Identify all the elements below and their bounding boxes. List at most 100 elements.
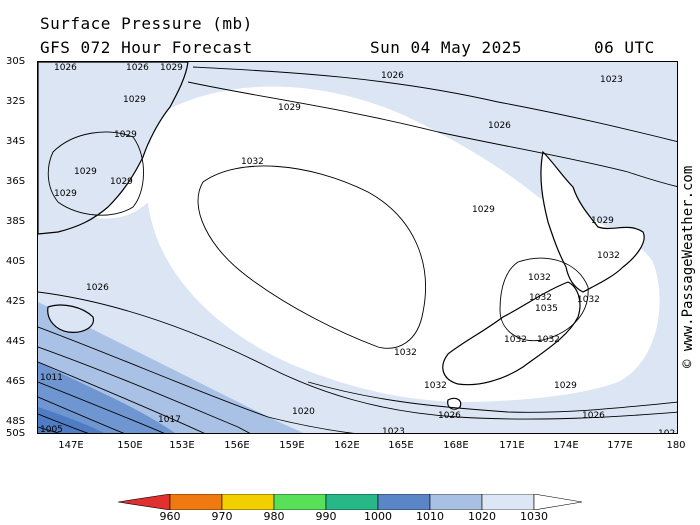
isobars xyxy=(38,66,677,433)
lat-label: 40S xyxy=(6,256,26,267)
colorbar-label: 970 xyxy=(211,510,233,523)
chart-title: Surface Pressure (mb) xyxy=(40,14,253,33)
colorbar-seg xyxy=(273,494,327,510)
isobar-label: 1026 xyxy=(126,63,149,73)
lat-label: 46S xyxy=(6,376,26,387)
isobar-1026-b xyxy=(38,291,677,420)
lon-label: 147E xyxy=(58,440,84,451)
colorbar-seg xyxy=(221,494,275,510)
lon-label: 159E xyxy=(279,440,305,451)
forecast-date: Sun 04 May 2025 xyxy=(370,38,522,57)
lat-label: 38S xyxy=(6,216,26,227)
lon-label: 153E xyxy=(169,440,195,451)
isobar-label: 1029 xyxy=(160,63,183,73)
band-1000 xyxy=(38,362,176,433)
isobar-1032 xyxy=(197,165,426,349)
isobar-1029-south xyxy=(307,381,677,413)
lon-label: 156E xyxy=(224,440,250,451)
isobar-label: 1032 xyxy=(504,335,527,345)
tasmania-coast xyxy=(47,304,94,333)
isobar-label: 1026 xyxy=(86,283,109,293)
forecast-subtitle: GFS 072 Hour Forecast xyxy=(40,38,253,57)
watermark-text: © www.PassageWeather.com xyxy=(680,166,696,368)
isobar-label: 1026 xyxy=(381,71,404,81)
colorbar-label: 980 xyxy=(263,510,285,523)
australia-coast xyxy=(38,62,189,235)
isobar-label: 1032 xyxy=(528,273,551,283)
colorbar-cap-low xyxy=(118,494,171,510)
lat-label: 36S xyxy=(6,176,26,187)
colorbar-label: 990 xyxy=(315,510,337,523)
lon-label: 162E xyxy=(334,440,360,451)
lat-label: 42S xyxy=(6,296,26,307)
isobar-label: 1026 xyxy=(438,411,461,421)
isobar-1008 xyxy=(38,413,89,433)
lon-label: 171E xyxy=(499,440,525,451)
lat-label: 34S xyxy=(6,136,26,147)
nz-stewart-island xyxy=(447,397,462,410)
colorbar-seg xyxy=(169,494,223,510)
map-canvas: 1026 1026 1029 1026 1029 1029 1029 1029 … xyxy=(38,62,677,434)
lat-label: 30S xyxy=(6,56,26,67)
isobar-label: 1029 xyxy=(554,381,577,391)
pressure-map: 1026 1026 1029 1026 1029 1029 1029 1029 … xyxy=(37,61,678,434)
isobar-label: 1023 xyxy=(382,427,405,434)
isobar-1032-nz xyxy=(499,257,589,342)
isobar-label: 1032 xyxy=(529,293,552,303)
isobar-label: 1029 xyxy=(74,167,97,177)
isobar-1017 xyxy=(38,361,205,433)
isobar-label: 1026 xyxy=(54,63,77,73)
colorbar-label: 1000 xyxy=(364,510,392,523)
lat-label: 50S xyxy=(6,428,26,439)
lon-label: 150E xyxy=(117,440,143,451)
isobar-label: 1026 xyxy=(582,411,605,421)
isobar-label: 1029 xyxy=(123,95,146,105)
lon-label: 174E xyxy=(553,440,579,451)
isobar-label: 1011 xyxy=(40,373,63,383)
isobar-labels: 1026 1026 1029 1026 1029 1029 1029 1029 … xyxy=(40,63,675,434)
lat-label: 32S xyxy=(6,96,26,107)
isobar-label: 1026 xyxy=(488,121,511,131)
lat-label: 44S xyxy=(6,336,26,347)
isobar-label: 1032 xyxy=(424,381,447,391)
lat-label: 48S xyxy=(6,416,26,427)
isobar-label: 1032 xyxy=(537,335,560,345)
isobar-label: 1020 xyxy=(292,407,315,417)
colorbar-seg xyxy=(377,494,431,510)
nz-north-island xyxy=(540,150,645,293)
isobar-label: 1029 xyxy=(54,189,77,199)
isobar-label: 1032 xyxy=(241,157,264,167)
isobar-label: 102 xyxy=(658,429,675,434)
isobar-label: 1005 xyxy=(40,425,63,434)
colorbar-label: 960 xyxy=(159,510,181,523)
colorbar-label: 1030 xyxy=(520,510,548,523)
colorbar-label: 1020 xyxy=(468,510,496,523)
isobar-1029-north xyxy=(187,81,677,187)
forecast-time: 06 UTC xyxy=(594,38,655,57)
colorbar-label: 1010 xyxy=(416,510,444,523)
isobar-1026-a xyxy=(192,66,677,142)
isobar-label: 1032 xyxy=(577,295,600,305)
isobar-label: 1029 xyxy=(591,216,614,226)
isobar-1005 xyxy=(38,426,61,433)
lon-label: 165E xyxy=(388,440,414,451)
isobar-label: 1017 xyxy=(158,415,181,425)
colorbar-seg xyxy=(481,494,535,510)
lon-label: 180 xyxy=(666,440,686,451)
band-deep xyxy=(38,407,105,433)
pressure-colorbar xyxy=(118,494,582,510)
lon-label: 177E xyxy=(607,440,633,451)
isobar-label: 1029 xyxy=(472,205,495,215)
isobar-label: 1023 xyxy=(600,75,623,85)
colorbar-seg xyxy=(429,494,483,510)
colorbar-seg xyxy=(325,494,379,510)
isobar-label: 1032 xyxy=(394,348,417,358)
watermark: © www.PassageWeather.com xyxy=(680,166,696,368)
isobar-1011 xyxy=(38,396,125,433)
isobar-1029-west xyxy=(47,131,144,216)
isobar-label: 1035 xyxy=(535,304,558,314)
isobar-1023 xyxy=(38,326,355,433)
isobar-label: 1029 xyxy=(114,130,137,140)
isobar-label: 1029 xyxy=(110,177,133,187)
isobar-1014 xyxy=(38,381,165,433)
